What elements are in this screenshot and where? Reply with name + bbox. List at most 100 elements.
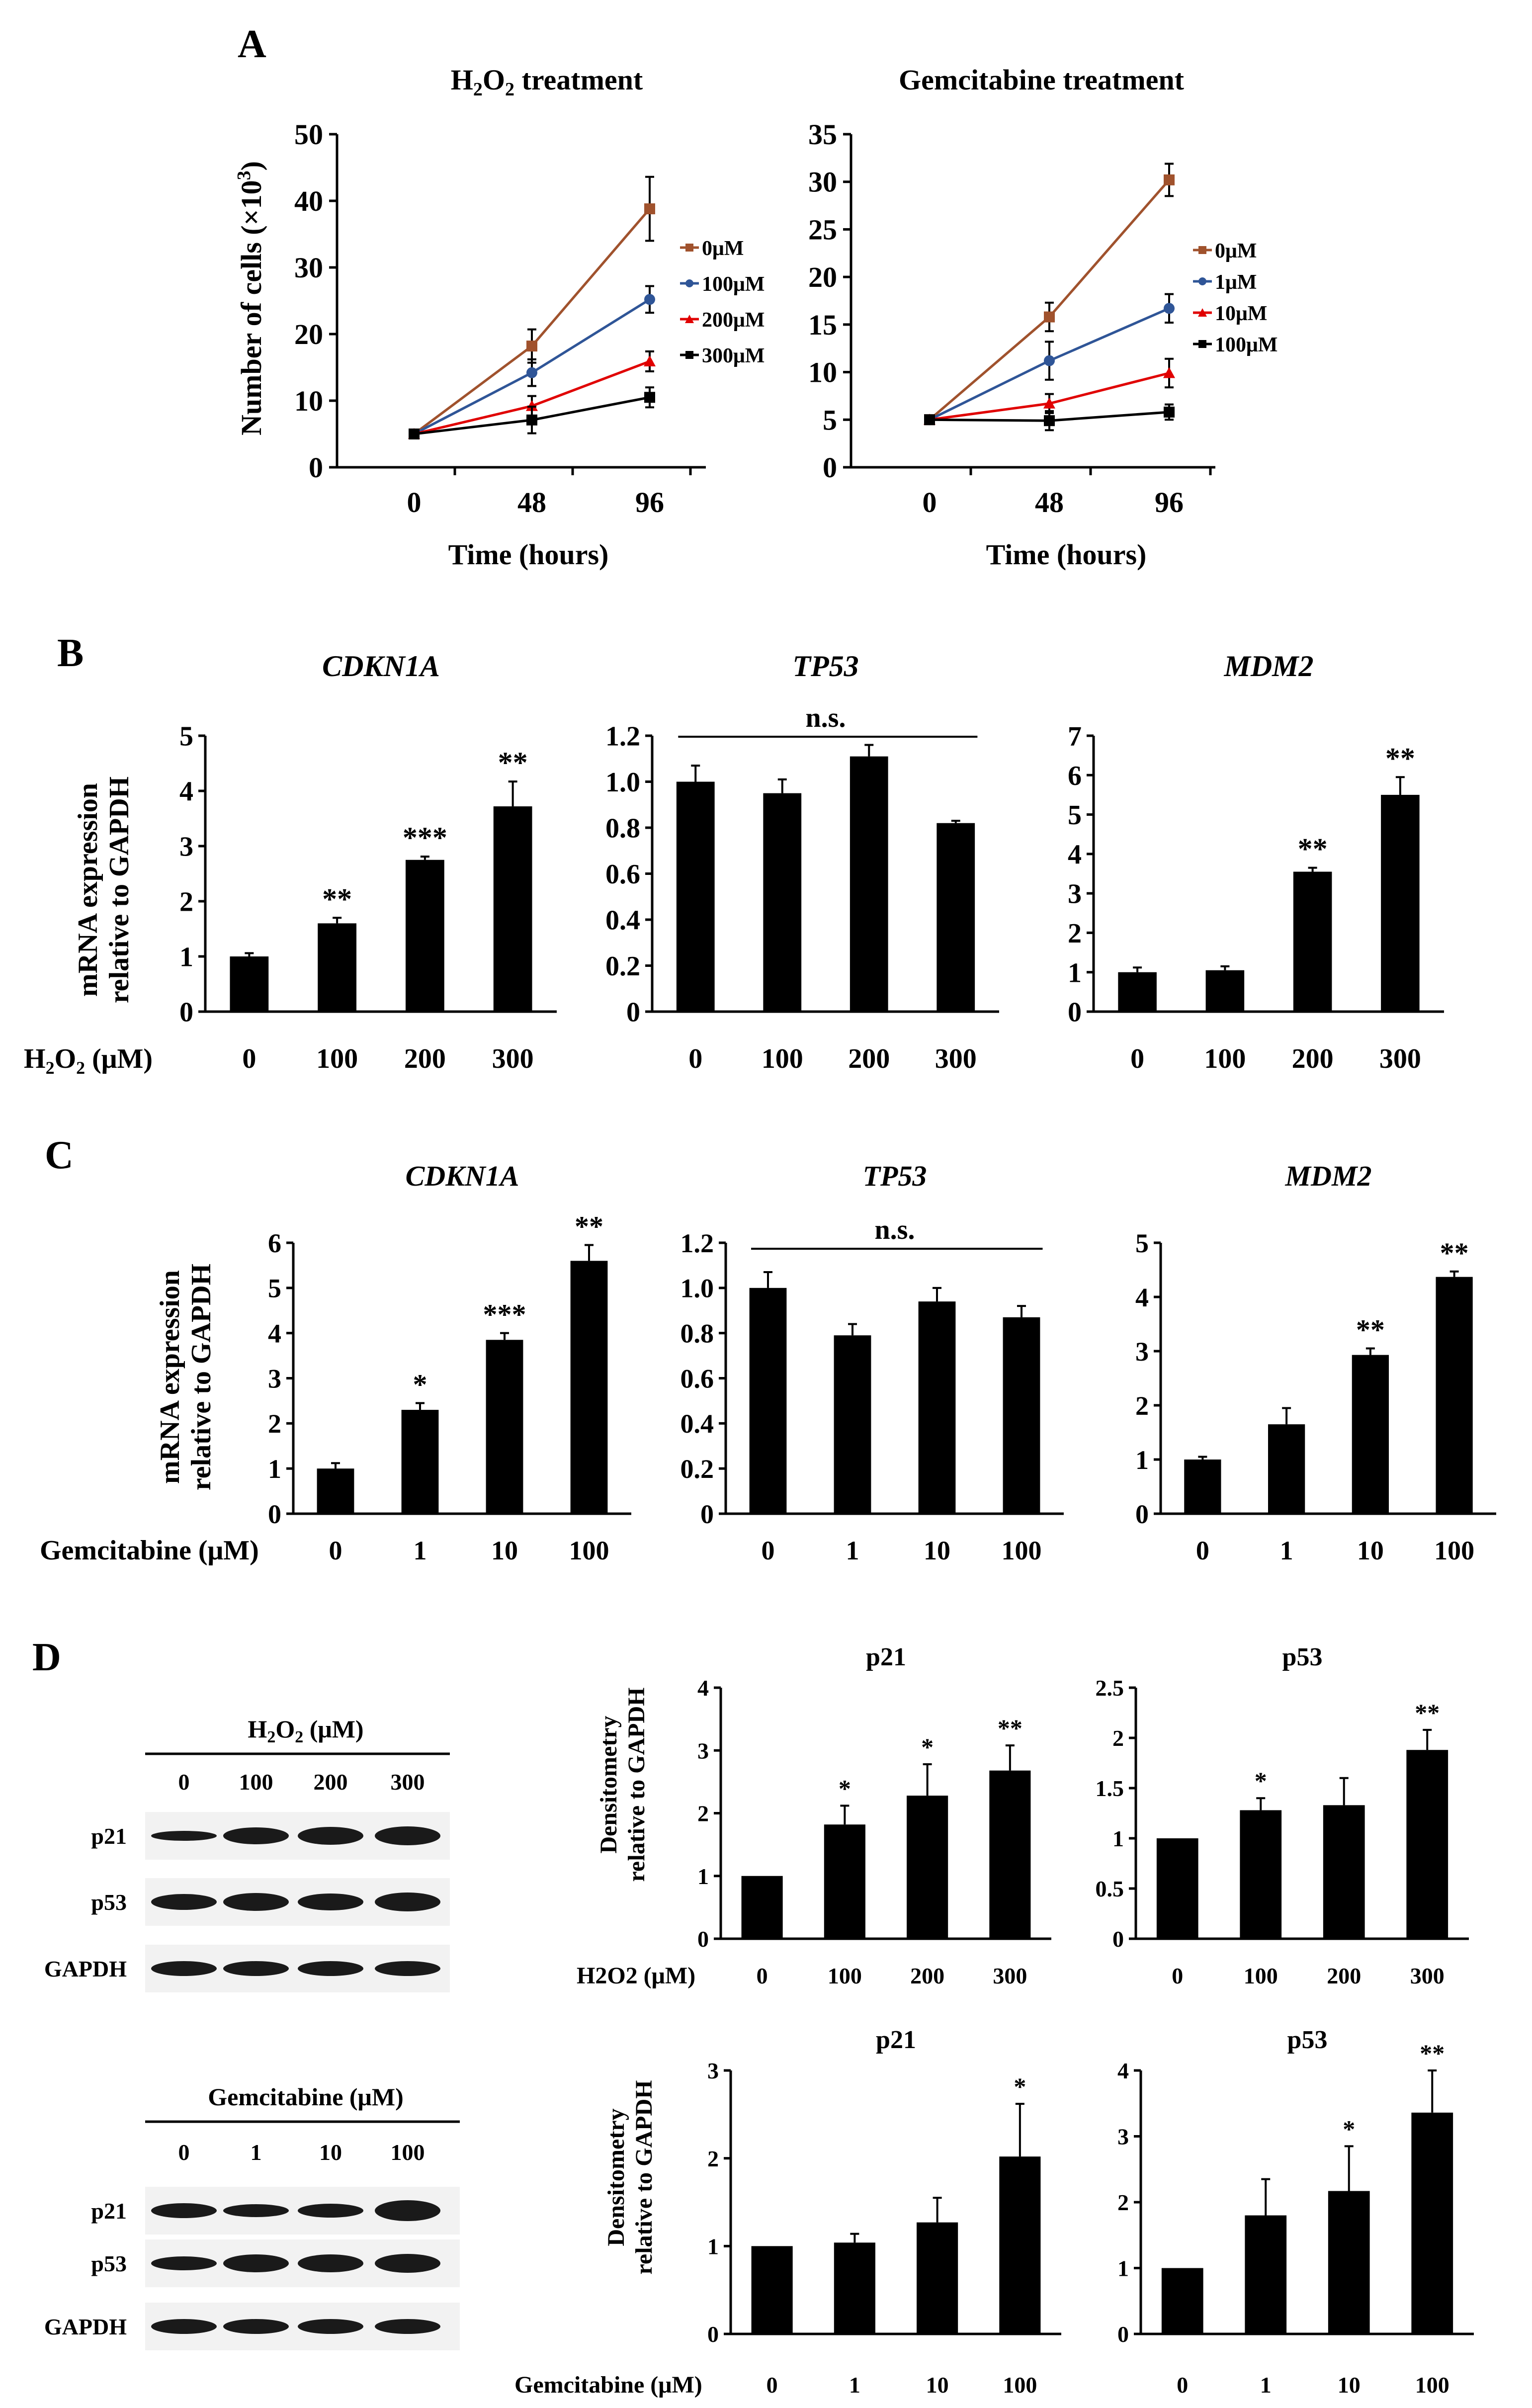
series-300μM: 300μM [409, 344, 765, 439]
y-tick-label: 2 [1117, 2190, 1129, 2215]
blot-row-label: GAPDH [44, 2314, 127, 2339]
legend-marker [1198, 277, 1206, 285]
x-tick-label: 1 [1280, 1536, 1293, 1565]
y-tick-label: 0 [179, 997, 193, 1028]
x-tick-label: 200 [1292, 1043, 1334, 1074]
chart-c2: TP53 0 0.2 0.4 0.6 0.8 1.0 1.2 0 1 10 100 n.s. [681, 1160, 1064, 1565]
blot-band [151, 1831, 217, 1841]
blot-band [223, 1827, 289, 1844]
y-tick-label: 3 [179, 832, 193, 862]
significance-label: ** [322, 882, 352, 915]
y-tick-label: 1 [268, 1454, 281, 1484]
x-tick-label: 300 [492, 1043, 534, 1074]
data-point [1044, 311, 1055, 323]
x-tick-label: 100 [1434, 1536, 1474, 1565]
chart-title: CDKN1A [322, 650, 440, 683]
x-tick-label: 0 [1177, 2372, 1188, 2398]
bar-100 [1240, 1810, 1282, 1939]
bar-10 [1328, 2191, 1370, 2334]
y-tick-label: 1.0 [681, 1274, 714, 1303]
legend-label: 100μM [702, 273, 765, 296]
legend-marker [1198, 246, 1206, 254]
y-tick-label: 0.4 [681, 1409, 714, 1439]
significance-label: ** [1298, 833, 1328, 865]
data-point [644, 294, 655, 305]
x-tick-label: 0 [407, 486, 422, 518]
y-tick-label: 25 [808, 213, 837, 246]
x-tick-label: 10 [1357, 1536, 1384, 1565]
y-tick-label: 0 [1068, 997, 1082, 1028]
chart-b-x-prefix: H2O2 (μM) [24, 1043, 153, 1078]
data-point [1163, 367, 1175, 378]
blot-band [375, 2200, 440, 2221]
chart-title: p21 [866, 1643, 906, 1671]
chart-b-y-label-line2: relative to GAPDH [104, 776, 135, 1003]
blot-band [375, 2254, 440, 2273]
legend-label: 10μM [1215, 302, 1267, 325]
blot-lane-label: 100 [391, 2140, 425, 2165]
y-tick-label: 2 [1068, 918, 1082, 949]
x-tick-label: 0 [757, 1963, 768, 1988]
bar-200 [850, 756, 888, 1012]
blot-lane-label: 0 [178, 1769, 190, 1795]
bar-1 [834, 1335, 871, 1514]
y-tick-label: 3 [697, 1738, 709, 1763]
y-tick-label: 4 [1117, 2058, 1129, 2083]
x-tick-label: 100 [1003, 2372, 1037, 2398]
data-point [409, 429, 420, 439]
y-tick-label: 4 [1068, 839, 1082, 870]
chart-title: CDKN1A [406, 1160, 519, 1192]
y-tick-label: 20 [808, 261, 837, 293]
significance-label: ** [575, 1210, 603, 1243]
series-200μM: 200μM [408, 309, 765, 439]
bar-1 [1268, 1424, 1305, 1514]
data-point [1164, 303, 1175, 314]
bar-0 [749, 1288, 787, 1514]
y-tick-label: 35 [808, 118, 837, 151]
y-tick-label: 0.6 [605, 859, 640, 890]
significance-label: ** [998, 1714, 1022, 1742]
chart-b2: TP53 0 0.2 0.4 0.6 0.8 1.0 1.2 0 100 200 300 n.s. [605, 650, 999, 1074]
chart-title: TP53 [863, 1160, 927, 1192]
blot-band [223, 2254, 289, 2272]
bar-10 [918, 1301, 956, 1514]
data-point [644, 355, 656, 366]
blot-lane-label: 200 [314, 1769, 348, 1795]
y-tick-label: 1.2 [681, 1228, 714, 1258]
data-point [526, 367, 537, 378]
y-tick-label: 0 [1112, 1926, 1124, 1952]
blot-band [375, 1961, 440, 1976]
legend-marker [685, 279, 693, 287]
legend-marker [1198, 340, 1206, 348]
legend-marker [685, 351, 693, 359]
chart-title: p21 [876, 2026, 916, 2054]
chart-d3: p21 0 1 2 3 0 1 10 * 100 [707, 2026, 1061, 2398]
y-tick-label: 0 [626, 997, 640, 1028]
y-tick-label: 2 [707, 2146, 719, 2171]
bar-1 [401, 1410, 439, 1514]
chart-title: MDM2 [1284, 1160, 1371, 1192]
significance-label: * [921, 1733, 934, 1761]
y-tick-label: 15 [808, 309, 837, 341]
chart-c3: MDM2 0 1 2 3 4 5 0 1 ** 10 ** 100 [1135, 1160, 1496, 1565]
chart-title: p53 [1282, 1643, 1323, 1671]
y-tick-label: 5 [1135, 1228, 1149, 1258]
chart-a1-title: H2O2 treatment [451, 64, 643, 100]
blot-band [298, 2319, 363, 2334]
bar-0 [741, 1876, 783, 1939]
bar-100 [1411, 2112, 1453, 2334]
x-tick-label: 200 [910, 1963, 944, 1988]
y-tick-label: 4 [697, 1675, 709, 1701]
chart-c-y-label-line2: relative to GAPDH [186, 1264, 217, 1490]
panel-d-letter: D [32, 1635, 61, 1679]
blot-band [151, 2203, 217, 2218]
blot-band [223, 1961, 289, 1976]
significance-label: ** [1420, 2039, 1445, 2067]
chart-d-bottom-y-label-line1: Densitometry [603, 2108, 629, 2246]
bar-10 [486, 1340, 523, 1514]
bar-10 [917, 2222, 958, 2334]
y-tick-label: 1 [1135, 1445, 1149, 1475]
series-1μM: 1μM [924, 271, 1257, 426]
chart-a1-x-label: Time (hours) [448, 538, 609, 571]
y-tick-label: 0 [707, 2322, 719, 2347]
